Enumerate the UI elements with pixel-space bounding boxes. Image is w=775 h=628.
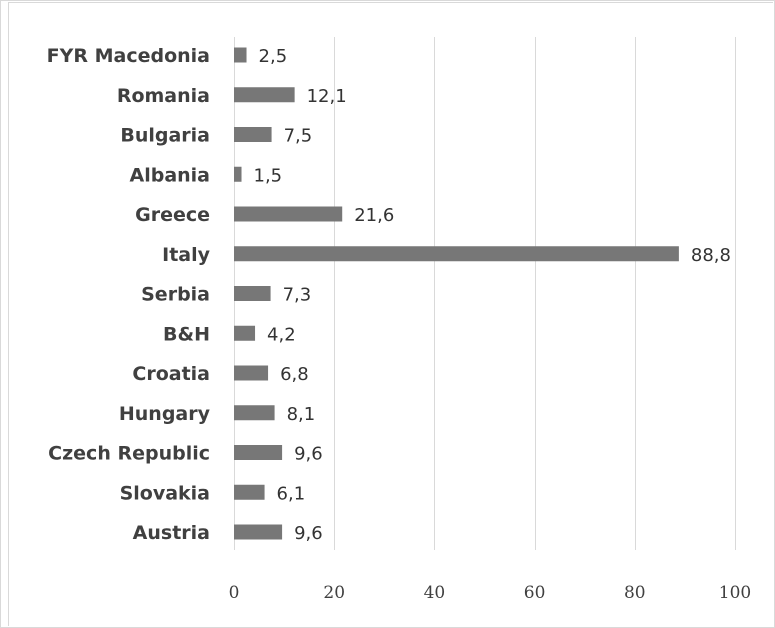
bar-croatia (234, 365, 269, 381)
bar-greece (234, 206, 343, 222)
category-label-bandh: B&H (163, 323, 210, 345)
category-label-serbia: Serbia (141, 284, 210, 306)
bar-albania (234, 166, 242, 182)
category-label-fyr-macedonia: FYR Macedonia (47, 45, 210, 67)
category-label-austria: Austria (133, 522, 210, 544)
chart-border-left (8, 2, 9, 626)
bar-bandh (234, 325, 256, 341)
value-label-serbia: 7,3 (283, 285, 312, 306)
category-labels: FYR Macedonia Romania Bulgaria Albania Greec… (47, 45, 211, 544)
x-axis-tick-labels: 0 20 40 60 80 100 (229, 583, 752, 603)
bar-fyr-macedonia (234, 47, 247, 63)
category-label-slovakia: Slovakia (120, 482, 210, 504)
bar-czech-republic (234, 445, 283, 460)
x-tick-label-60: 60 (524, 583, 546, 603)
bar-bulgaria (234, 127, 272, 142)
value-label-greece: 21,6 (354, 205, 394, 226)
bar-serbia (234, 286, 271, 301)
category-label-bulgaria: Bulgaria (120, 125, 210, 147)
chart-border-top (8, 2, 773, 3)
bar-romania (234, 87, 295, 103)
x-tick-label-80: 80 (624, 583, 646, 603)
x-tick-label-20: 20 (323, 583, 345, 603)
category-label-hungary: Hungary (119, 403, 211, 425)
value-label-albania: 1,5 (254, 165, 283, 186)
category-label-czech-republic: Czech Republic (48, 443, 210, 465)
x-tick-label-40: 40 (424, 583, 446, 603)
value-label-slovakia: 6,1 (277, 483, 306, 504)
value-label-bulgaria: 7,5 (284, 126, 313, 147)
value-label-bandh: 4,2 (267, 324, 296, 345)
value-label-fyr-macedonia: 2,5 (259, 46, 288, 67)
x-tick-label-100: 100 (719, 583, 751, 603)
value-label-hungary: 8,1 (287, 404, 316, 425)
bar-hungary (234, 405, 275, 421)
category-label-croatia: Croatia (132, 363, 210, 385)
value-label-italy: 88,8 (691, 245, 731, 266)
category-label-italy: Italy (162, 244, 210, 266)
category-label-albania: Albania (130, 164, 211, 186)
value-label-czech-republic: 9,6 (294, 444, 323, 465)
value-label-austria: 9,6 (294, 523, 323, 544)
bar-italy (234, 246, 679, 262)
bars (234, 47, 679, 540)
value-label-romania: 12,1 (307, 86, 347, 107)
category-label-romania: Romania (117, 85, 210, 107)
bar-slovakia (234, 484, 265, 500)
value-labels: 2,5 12,1 7,51,5 21,6 88,8 7,3 4,2 6,8 8,1 9,6 6,1 9… (254, 46, 731, 544)
x-tick-label-0: 0 (229, 583, 240, 603)
category-label-greece: Greece (135, 204, 210, 226)
bar-austria (234, 524, 283, 540)
value-label-croatia: 6,8 (280, 364, 309, 385)
